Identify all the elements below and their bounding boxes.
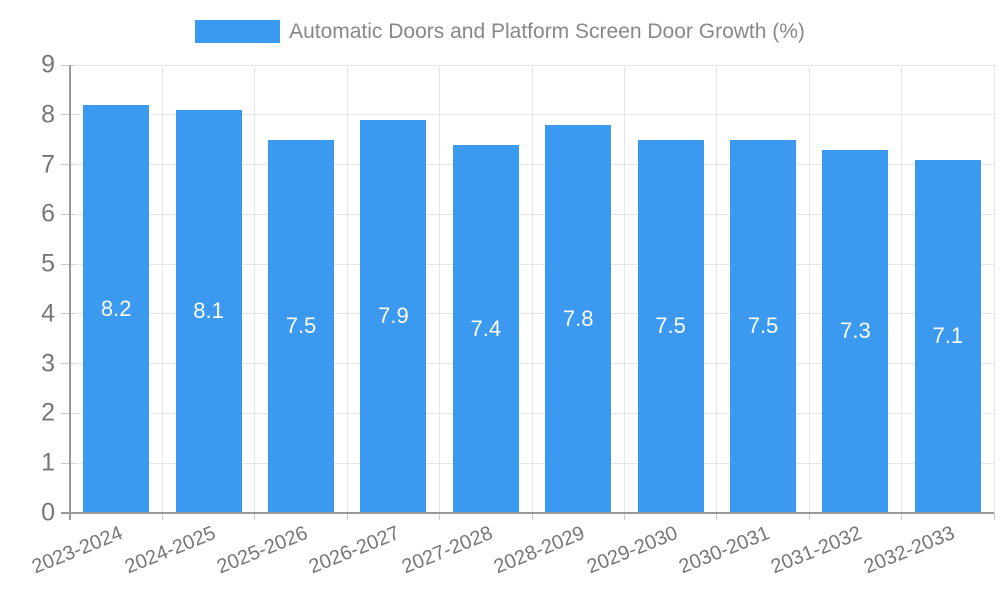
bar-value-label: 8.2 — [100, 295, 132, 321]
x-axis-tick — [623, 513, 625, 520]
y-axis-tick — [61, 114, 74, 116]
y-axis-tick-label: 3 — [41, 349, 55, 378]
x-axis-tick — [439, 513, 441, 520]
bar-value-label: 7.5 — [285, 313, 317, 339]
y-axis-tick-label: 8 — [41, 100, 55, 129]
y-axis-tick-label: 1 — [41, 448, 55, 477]
x-axis-tick-label: 2026-2027 — [306, 522, 404, 579]
bar-value-label: 7.8 — [562, 305, 594, 331]
y-axis-tick — [61, 213, 74, 215]
bar[interactable]: 7.5 — [268, 139, 334, 513]
x-axis-tick — [531, 513, 533, 520]
plot-area: 0 1 2 3 4 5 6 7 8 9 8.2 8.1 7.5 7.9 7.4 7.8 7.5 7.5 7.3 7.1… — [29, 52, 995, 578]
x-axis-tick — [808, 513, 810, 520]
bar-value-label: 7.1 — [932, 323, 964, 349]
bar[interactable]: 7.5 — [637, 139, 704, 513]
y-axis-tick-label: 5 — [41, 249, 55, 278]
x-axis-tick — [901, 513, 903, 520]
bar[interactable]: 7.8 — [545, 124, 612, 513]
y-axis-tick-label: 9 — [41, 50, 55, 79]
gridline-vertical — [808, 65, 810, 513]
bar[interactable]: 7.4 — [452, 144, 519, 513]
y-axis-tick-label: 6 — [41, 199, 55, 228]
y-axis-tick — [61, 164, 74, 166]
gridline-vertical — [254, 65, 256, 513]
gridline-vertical — [901, 65, 903, 513]
y-axis-tick-label: 4 — [41, 299, 55, 328]
gridline-vertical — [623, 65, 625, 513]
chart-legend[interactable]: Automatic Doors and Platform Screen Door… — [0, 20, 1000, 43]
x-axis-tick-label: 2025-2026 — [213, 522, 311, 579]
gridline-vertical — [531, 65, 533, 513]
gridline-vertical — [993, 65, 995, 513]
y-axis-tick — [61, 64, 74, 66]
x-axis-tick — [716, 513, 718, 520]
y-axis-tick-label: 0 — [41, 498, 55, 527]
x-axis-tick — [161, 513, 163, 520]
y-axis-line — [69, 65, 71, 520]
gridline-vertical — [439, 65, 441, 513]
y-axis-tick — [61, 462, 74, 464]
y-axis-tick — [61, 263, 74, 265]
x-axis-tick — [254, 513, 256, 520]
x-axis-tick-label: 2031-2032 — [768, 522, 866, 579]
legend-label: Automatic Doors and Platform Screen Door… — [289, 20, 805, 43]
bar[interactable]: 7.3 — [822, 149, 889, 513]
gridline-vertical — [346, 65, 348, 513]
x-axis-tick-label: 2030-2031 — [675, 522, 773, 579]
bar-value-label: 7.4 — [470, 315, 502, 341]
x-axis-tick — [993, 513, 995, 520]
y-axis-tick-label: 2 — [41, 398, 55, 427]
x-axis-tick-label: 2024-2025 — [121, 522, 219, 579]
x-axis-tick-label: 2028-2029 — [491, 522, 589, 579]
y-axis-tick-label: 7 — [41, 150, 55, 179]
legend-swatch-icon — [195, 20, 281, 43]
bar[interactable]: 7.1 — [914, 159, 981, 513]
x-axis-line — [61, 512, 994, 514]
bar[interactable]: 7.5 — [730, 139, 796, 513]
x-axis-tick-label: 2027-2028 — [398, 522, 496, 579]
bar-value-label: 7.5 — [747, 313, 779, 339]
gridline-vertical — [716, 65, 718, 513]
bar-value-label: 7.3 — [840, 318, 871, 344]
x-axis-tick-label: 2029-2030 — [583, 522, 681, 579]
y-axis-tick — [61, 412, 74, 414]
x-axis-tick-label: 2032-2033 — [860, 522, 958, 579]
y-axis-tick — [61, 313, 74, 315]
bar-value-label: 7.5 — [655, 313, 686, 339]
y-axis-tick — [61, 363, 74, 365]
x-axis-tick-label: 2023-2024 — [29, 522, 127, 579]
x-axis-tick — [346, 513, 348, 520]
gridline-vertical — [161, 65, 163, 513]
bar[interactable]: 8.1 — [175, 109, 242, 513]
bar[interactable]: 7.9 — [360, 119, 427, 513]
bar-value-label: 8.1 — [193, 298, 224, 324]
bar-value-label: 7.9 — [378, 303, 409, 329]
bar[interactable]: 8.2 — [83, 104, 150, 513]
